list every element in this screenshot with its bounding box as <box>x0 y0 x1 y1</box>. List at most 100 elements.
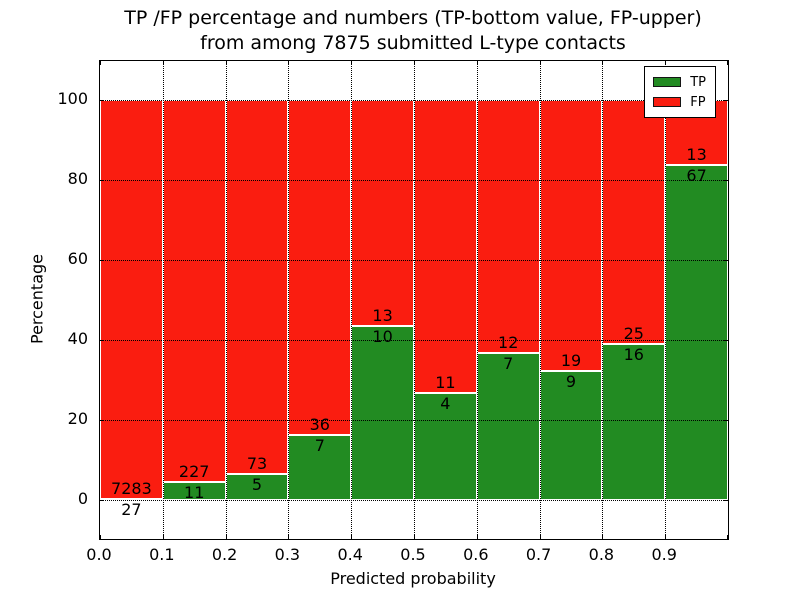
y-tick-label: 40 <box>67 329 88 348</box>
v-gridline <box>162 61 164 539</box>
x-tick-bottom <box>225 535 227 539</box>
x-tick-bottom <box>414 535 415 539</box>
x-tick-top <box>539 61 541 65</box>
bar-segment-fp <box>162 100 226 482</box>
x-tick-bottom <box>162 535 164 539</box>
bar-value-fp: 13 <box>372 306 393 326</box>
v-gridline <box>539 61 541 539</box>
v-gridline <box>665 61 667 539</box>
bar-segment-fp <box>100 100 163 499</box>
x-tick-label: 0.4 <box>337 545 363 564</box>
y-tick-left <box>100 260 104 261</box>
x-tick-top <box>225 61 227 65</box>
legend-tp-label: TP <box>690 74 706 90</box>
bar-segment-tp <box>602 343 666 500</box>
bar-segment-fp <box>414 100 477 394</box>
bar-value-tp: 4 <box>440 394 451 414</box>
bar-segment-fp <box>476 100 540 353</box>
y-tick-left <box>100 100 104 101</box>
bar-value-fp: 11 <box>435 373 456 393</box>
y-tick-label: 20 <box>67 409 88 428</box>
x-tick-top <box>602 61 604 65</box>
x-tick-label: 0.7 <box>525 545 552 564</box>
y-tick-right <box>724 100 728 101</box>
legend-fp-swatch <box>653 97 682 107</box>
x-tick-bottom <box>351 535 353 539</box>
x-tick-bottom <box>665 535 667 539</box>
legend-row-fp: FP <box>653 92 706 112</box>
bar-value-tp: 9 <box>565 372 577 392</box>
x-tick-top <box>414 61 415 65</box>
x-tick-label: 0.9 <box>651 545 677 564</box>
x-tick-label: 0.3 <box>274 545 301 564</box>
x-tick-label: 0.2 <box>211 545 238 564</box>
bar-value-fp: 36 <box>309 414 330 434</box>
x-tick-top <box>727 61 728 65</box>
v-gridline <box>351 61 353 539</box>
x-tick-bottom <box>476 535 478 539</box>
bar-segment-tp <box>351 326 414 500</box>
chart-title-line1: TP /FP percentage and numbers (TP-bottom… <box>124 7 702 29</box>
bar-value-fp: 13 <box>686 145 707 164</box>
bar-value-tp: 5 <box>251 475 263 495</box>
bar-value-tp: 7 <box>314 435 325 455</box>
bar-value-tp: 10 <box>372 327 393 347</box>
legend: TP FP <box>644 66 716 118</box>
bar-value-tp: 16 <box>623 344 644 364</box>
plot-area: 7283 27 227 11 73 5 36 7 13 10 11 4 12 7 19 9 25 16 13 67 T… <box>99 60 729 540</box>
x-tick-bottom <box>602 535 604 539</box>
bar-value-tp: 11 <box>184 482 205 502</box>
y-tick-label: 0 <box>77 489 88 508</box>
y-tick-left <box>100 180 104 181</box>
x-tick-bottom <box>100 535 101 539</box>
x-tick-label: 0.8 <box>588 545 615 564</box>
y-tick-label: 100 <box>57 89 88 108</box>
y-tick-right <box>724 420 728 421</box>
v-gridline <box>602 61 604 539</box>
bar-value-fp: 73 <box>246 454 268 474</box>
x-tick-bottom <box>539 535 541 539</box>
x-tick-label: 0.5 <box>400 545 426 564</box>
y-tick-label: 60 <box>67 249 88 268</box>
v-gridline <box>288 61 290 539</box>
y-tick-right <box>724 340 728 341</box>
bar-value-fp: 12 <box>498 332 519 352</box>
y-tick-left <box>100 500 104 501</box>
x-tick-label: 0.1 <box>149 545 175 564</box>
bar-value-fp: 227 <box>178 461 210 481</box>
x-tick-top <box>288 61 290 65</box>
v-gridline <box>476 61 478 539</box>
chart-title-line2: from among 7875 submitted L-type contact… <box>200 32 626 54</box>
bar-value-tp: 27 <box>121 499 142 519</box>
bar-value-fp: 7283 <box>111 478 152 498</box>
x-tick-top <box>162 61 164 65</box>
bar-segment-fp <box>602 100 666 344</box>
bar-segment-tp <box>414 393 477 500</box>
legend-fp-label: FP <box>690 94 706 110</box>
bar-segment-fp <box>539 100 603 372</box>
v-gridline <box>414 61 415 539</box>
x-tick-top <box>665 61 667 65</box>
y-tick-right <box>724 500 728 501</box>
y-tick-right <box>724 180 728 181</box>
legend-row-tp: TP <box>653 72 706 92</box>
y-tick-left <box>100 340 104 341</box>
bar-segment-tp <box>665 165 728 500</box>
v-gridline <box>225 61 227 539</box>
bar-segment-fp <box>351 100 414 327</box>
bar-segment-fp <box>288 100 352 435</box>
x-axis-label: Predicted probability <box>330 569 496 588</box>
legend-tp-swatch <box>653 77 682 87</box>
x-tick-top <box>476 61 478 65</box>
x-tick-label: 0.0 <box>86 545 112 564</box>
bar-value-fp: 19 <box>560 351 582 371</box>
chart-title: TP /FP percentage and numbers (TP-bottom… <box>99 6 727 56</box>
bar-value-tp: 7 <box>503 353 514 373</box>
bar-segment-fp <box>225 100 289 475</box>
y-tick-right <box>724 260 728 261</box>
x-tick-top <box>351 61 353 65</box>
bar-value-tp: 67 <box>686 166 707 185</box>
y-tick-label: 80 <box>67 169 88 188</box>
x-tick-top <box>100 61 101 65</box>
